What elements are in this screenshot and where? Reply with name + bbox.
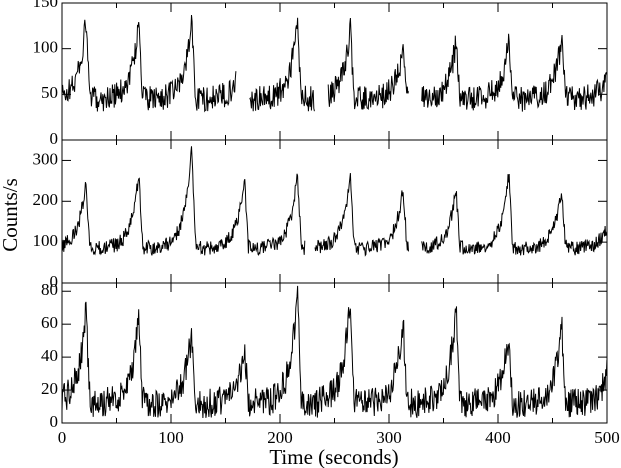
y-tick-label: 40 bbox=[41, 346, 58, 365]
x-tick-label: 100 bbox=[158, 428, 184, 447]
y-tick-label: 0 bbox=[50, 129, 59, 148]
series-line bbox=[327, 17, 409, 111]
x-tick-label: 0 bbox=[58, 428, 67, 447]
y-tick-label: 60 bbox=[41, 313, 58, 332]
panel-top: 0 50 100 150 bbox=[33, 0, 608, 148]
x-tick-label: 400 bbox=[485, 428, 511, 447]
y-tick-label: 300 bbox=[33, 149, 59, 168]
y-tick-label: 150 bbox=[33, 0, 59, 11]
y-tick-label: 100 bbox=[33, 231, 59, 250]
panel-frame bbox=[61, 282, 608, 424]
series-line bbox=[421, 33, 608, 112]
y-tick-label: 20 bbox=[41, 379, 58, 398]
panel-bottom: 0 20 40 60 80 0 100 200 300 400 500 bbox=[41, 280, 620, 447]
series-line bbox=[421, 173, 608, 256]
x-tick-label: 200 bbox=[267, 428, 293, 447]
panel-frame bbox=[61, 2, 608, 141]
x-axis-label: Time (seconds) bbox=[269, 445, 398, 468]
series-line bbox=[61, 285, 608, 419]
series-line bbox=[314, 173, 409, 257]
x-tick-label: 500 bbox=[594, 428, 620, 447]
y-tick-label: 50 bbox=[41, 83, 58, 102]
x-tick-label: 300 bbox=[376, 428, 402, 447]
y-tick-label: 80 bbox=[41, 280, 58, 299]
y-tick-label: 100 bbox=[33, 38, 59, 57]
y-tick-label: 0 bbox=[50, 412, 59, 431]
panel-frame bbox=[61, 139, 608, 284]
y-axis-label: Counts/s bbox=[0, 178, 22, 252]
series-line bbox=[61, 146, 306, 256]
y-tick-label: 0 bbox=[50, 272, 59, 291]
series-line bbox=[249, 17, 315, 112]
panel-middle: 0 100 200 300 bbox=[33, 139, 608, 291]
series-line bbox=[61, 14, 237, 113]
y-tick-label: 200 bbox=[33, 190, 59, 209]
